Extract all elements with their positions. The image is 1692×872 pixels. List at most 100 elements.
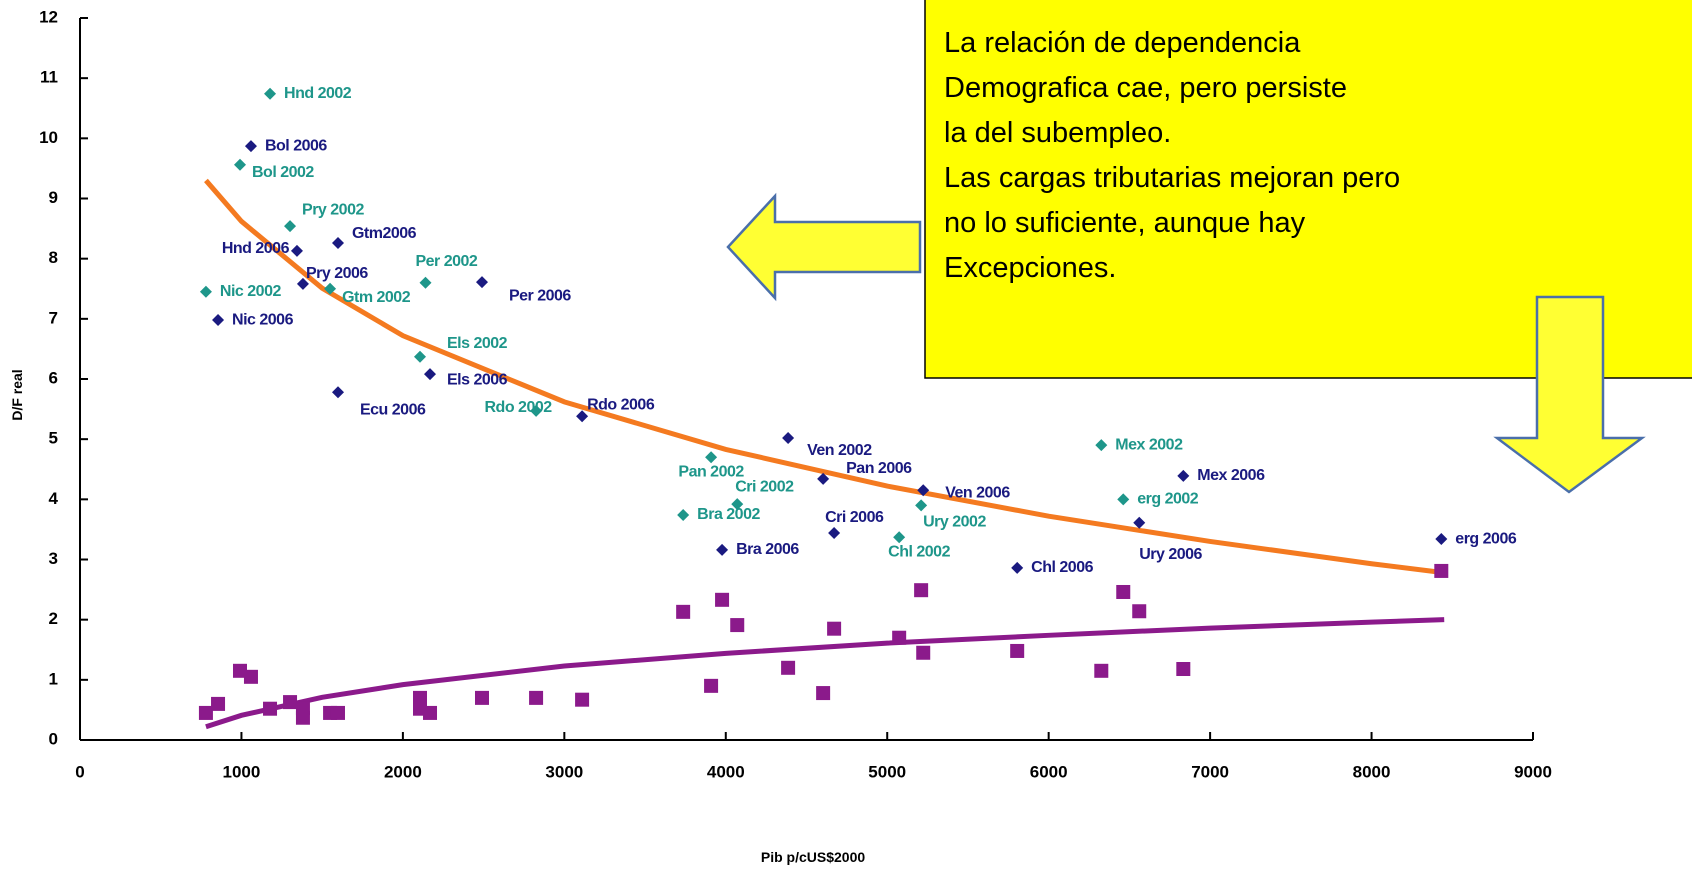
x-tick-label: 3000 — [545, 762, 583, 781]
point — [893, 531, 906, 544]
point — [827, 621, 842, 636]
point — [715, 592, 730, 607]
point-label: Ury 2002 — [923, 514, 986, 531]
point — [576, 410, 589, 423]
x-tick-label: 4000 — [707, 762, 745, 781]
point — [1117, 493, 1130, 506]
point — [1011, 561, 1024, 574]
annotation-line: la del subempleo. — [944, 117, 1171, 149]
point — [1176, 662, 1191, 677]
x-tick-label: 5000 — [868, 762, 906, 781]
point — [892, 630, 907, 645]
point — [677, 508, 690, 521]
annotation-line: Las cargas tributarias mejoran pero — [944, 162, 1400, 194]
y-tick-label: 10 — [39, 128, 58, 147]
point-label: Ury 2006 — [1139, 546, 1202, 563]
point — [916, 645, 931, 660]
point — [1116, 584, 1131, 599]
point-label: erg 2006 — [1455, 530, 1517, 547]
point — [1434, 563, 1449, 578]
point — [817, 472, 830, 485]
point-label: Chl 2006 — [1031, 559, 1093, 576]
point — [676, 604, 691, 619]
y-tick-label: 12 — [39, 7, 58, 26]
point — [284, 220, 297, 233]
y-axis-title: D/F real — [9, 369, 25, 420]
point-label: Per 2002 — [415, 253, 477, 270]
point — [212, 314, 225, 327]
x-tick-label: 8000 — [1353, 762, 1391, 781]
point-label: Bol 2006 — [265, 137, 327, 154]
point — [730, 618, 745, 633]
point-label: Cri 2002 — [735, 478, 794, 495]
x-tick-label: 9000 — [1514, 762, 1552, 781]
annotation-line: Demografica cae, pero persiste — [944, 72, 1347, 104]
point — [419, 276, 432, 289]
point-label: Gtm2006 — [352, 225, 417, 242]
point — [782, 431, 795, 444]
x-tick-label: 7000 — [1191, 762, 1229, 781]
point-label: Nic 2002 — [220, 283, 282, 300]
y-tick-label: 11 — [40, 68, 58, 87]
point — [1132, 604, 1147, 619]
point-label: Pry 2002 — [302, 201, 364, 218]
point — [331, 386, 344, 399]
point-label: Chl 2002 — [888, 543, 950, 560]
y-tick-label: 7 — [49, 308, 58, 327]
point — [915, 499, 928, 512]
annotation-box — [924, 0, 1692, 379]
point — [244, 140, 257, 153]
point-label: Bra 2006 — [736, 541, 799, 558]
point-label: Ecu 2006 — [360, 401, 426, 418]
trend-line — [205, 617, 1445, 730]
point-label: erg 2002 — [1137, 491, 1199, 508]
point — [423, 705, 438, 720]
point — [243, 669, 258, 684]
x-tick-label: 2000 — [384, 762, 422, 781]
point — [1095, 439, 1108, 452]
point-label: Hnd 2006 — [222, 240, 290, 257]
point-label: Ven 2002 — [807, 442, 872, 459]
point-label: Bra 2002 — [697, 506, 760, 523]
point — [424, 368, 437, 381]
point-label: Ven 2006 — [945, 485, 1010, 502]
point — [264, 87, 277, 100]
point — [233, 158, 246, 171]
y-tick-label: 1 — [49, 669, 58, 688]
point — [716, 543, 729, 556]
y-tick-label: 0 — [49, 729, 58, 748]
point — [828, 527, 841, 540]
x-tick-label: 1000 — [223, 762, 261, 781]
point — [474, 690, 489, 705]
annotation-line: La relación de dependencia — [944, 27, 1301, 59]
point-label: Pry 2006 — [306, 265, 368, 282]
y-tick-label: 9 — [49, 188, 58, 207]
annotation-line: Excepciones. — [944, 252, 1117, 284]
point — [413, 690, 428, 705]
down-arrow — [1493, 295, 1646, 494]
point — [705, 451, 718, 464]
point — [1133, 516, 1146, 529]
point-label: Rdo 2002 — [485, 399, 553, 416]
point-label: Per 2006 — [509, 287, 571, 304]
y-tick-label: 3 — [49, 549, 58, 568]
point-label: Pan 2002 — [678, 463, 744, 480]
point — [330, 705, 345, 720]
x-tick-label: 0 — [75, 762, 84, 781]
point — [781, 660, 796, 675]
point-label: Mex 2002 — [1115, 436, 1183, 453]
x-axis-title: Pib p/cUS$2000 — [761, 849, 865, 865]
point — [1010, 643, 1025, 658]
point-label: Bol 2002 — [252, 164, 314, 181]
point — [295, 710, 310, 725]
point — [283, 695, 298, 710]
point — [575, 692, 590, 707]
point — [211, 696, 226, 711]
trend-line — [204, 178, 1445, 576]
point — [296, 277, 309, 290]
point — [704, 678, 719, 693]
point — [529, 690, 544, 705]
y-tick-label: 4 — [49, 489, 59, 508]
